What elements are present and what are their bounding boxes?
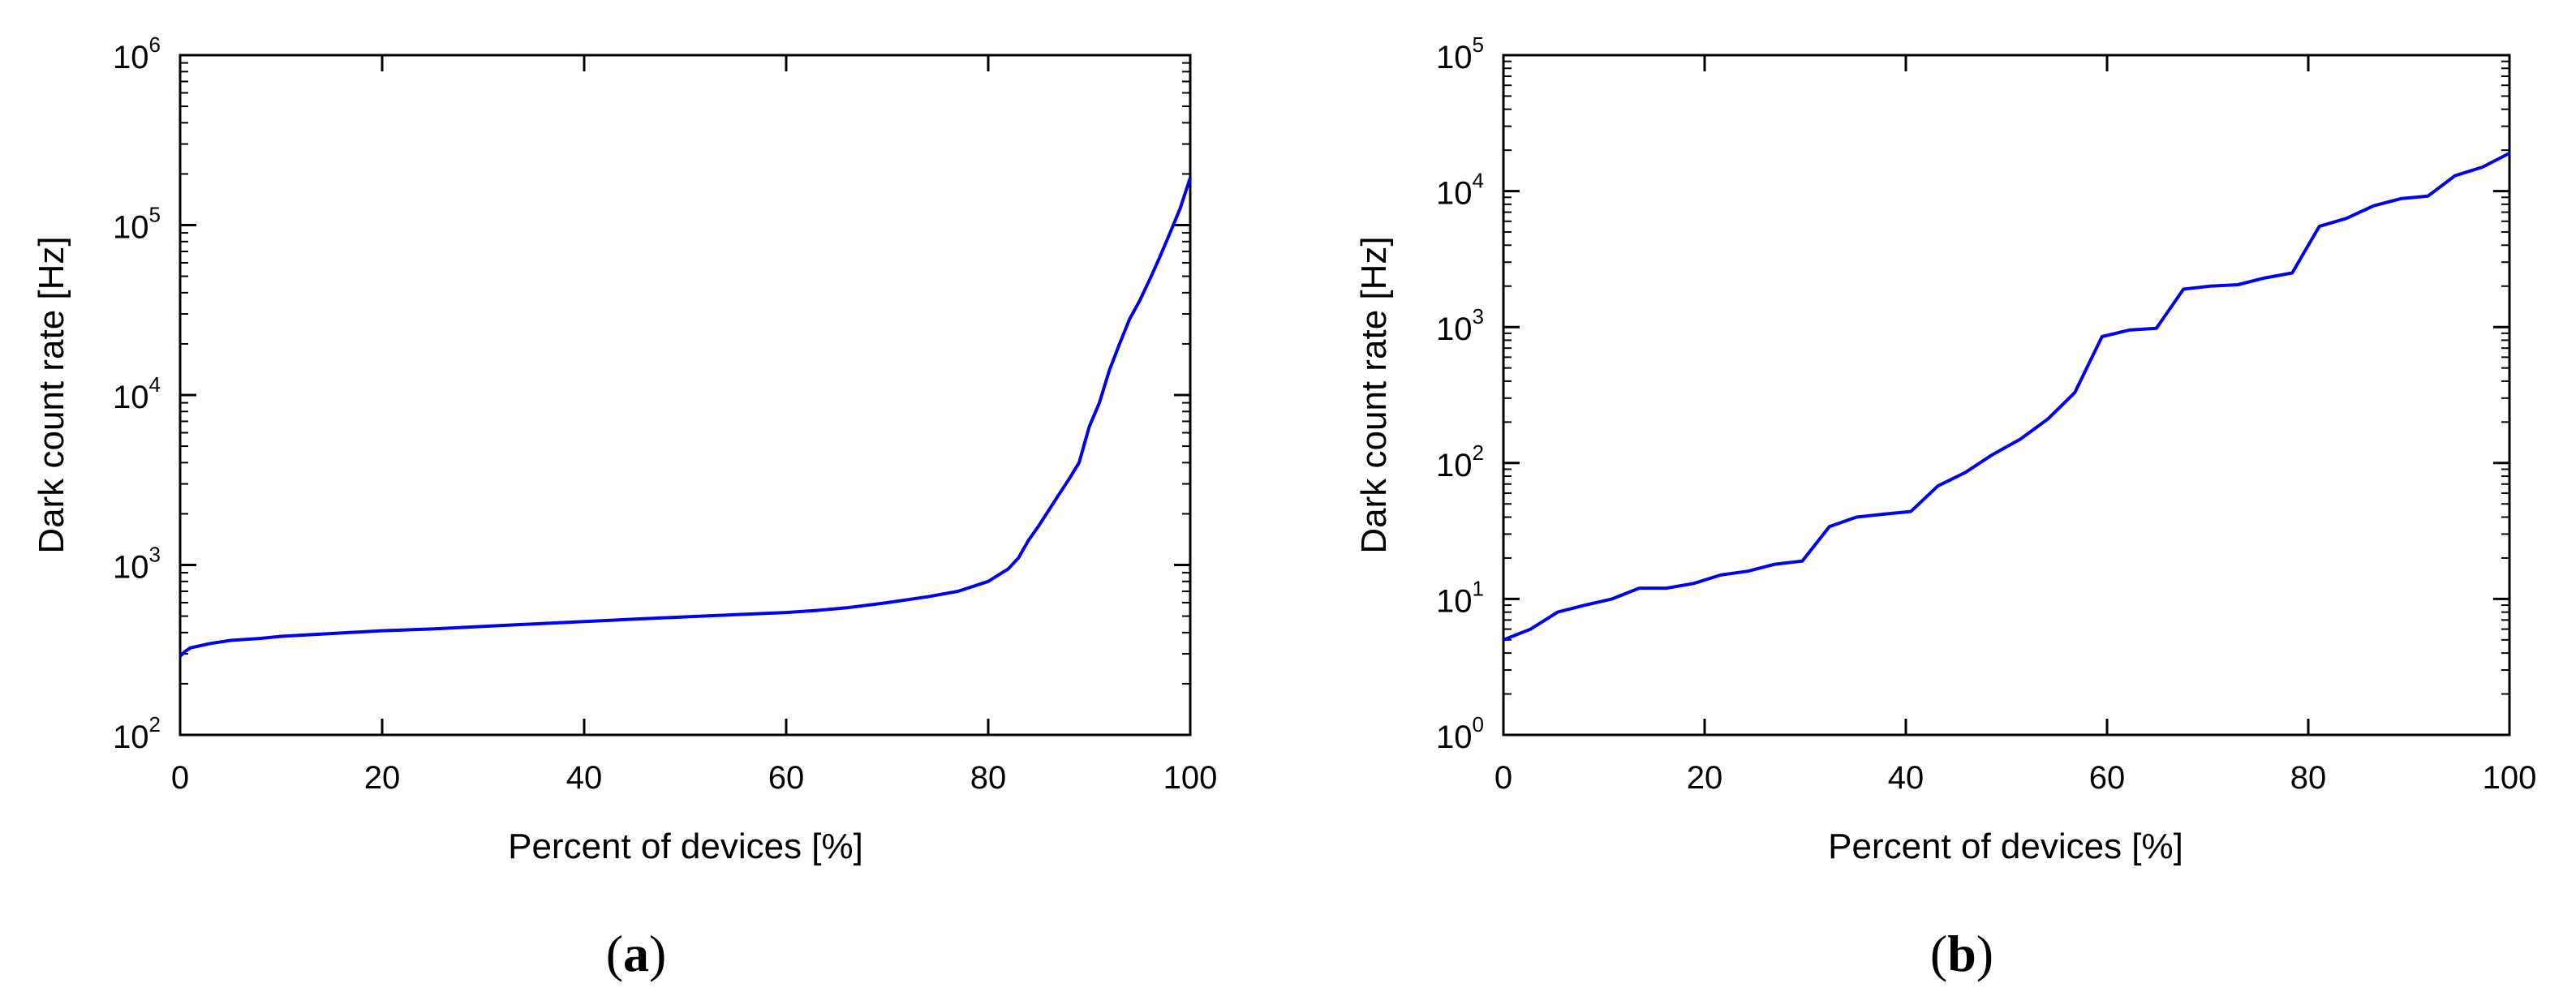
x-axis-title-b: Percent of devices [%] (1828, 827, 2183, 866)
series-line-a (178, 177, 1192, 658)
panel-label-b-letter: b (1947, 925, 1976, 982)
series-line-b (1503, 152, 2510, 642)
x-axis-title-a: Percent of devices [%] (508, 827, 863, 866)
x-tick-label: 60 (2089, 760, 2126, 796)
x-tick-label: 80 (2290, 760, 2327, 796)
x-tick-label: 60 (768, 760, 805, 796)
x-tick-label: 20 (364, 760, 401, 796)
x-tick-label: 20 (1687, 760, 1723, 796)
y-tick-label: 103 (1436, 304, 1484, 347)
y-tick-label: 102 (113, 712, 161, 755)
panel-label-a-letter: a (623, 925, 649, 982)
y-tick-label: 106 (113, 32, 161, 75)
y-tick-label: 104 (1436, 169, 1484, 212)
x-tick-label: 0 (1494, 760, 1512, 796)
y-axis-title-b: Dark count rate [Hz] (1354, 236, 1394, 553)
x-tick-label: 100 (1163, 760, 1218, 796)
x-tick-label: 0 (171, 760, 189, 796)
panel-label-a: (a) (606, 925, 667, 982)
y-tick-label: 100 (1436, 712, 1484, 755)
y-tick-label: 105 (1436, 32, 1484, 75)
plot-frame-b (1502, 54, 2511, 737)
data-line-b (1503, 152, 2510, 642)
y-axis-title-a: Dark count rate [Hz] (32, 236, 71, 553)
y-tick-label: 102 (1436, 440, 1484, 483)
x-tick-label: 40 (566, 760, 603, 796)
panel-label-b: (b) (1930, 925, 1993, 982)
x-tick-label: 40 (1888, 760, 1924, 796)
y-tick-label: 101 (1436, 576, 1484, 619)
chart-panel-b: 0 20 40 60 80 100 100 101 102 103 104 105 Percent o… (1354, 32, 2536, 982)
y-tick-label: 103 (113, 543, 161, 586)
x-tick-label: 100 (2483, 760, 2537, 796)
data-line-a (178, 177, 1192, 658)
y-tick-label: 105 (113, 203, 161, 246)
x-tick-label: 80 (970, 760, 1007, 796)
ticks-a: 0 20 40 60 80 100 102 103 104 105 106 (113, 32, 1217, 796)
y-tick-label: 104 (113, 372, 161, 415)
chart-panel-a: 0 20 40 60 80 100 102 103 104 105 106 Percent of d… (32, 32, 1217, 982)
ticks-b: 0 20 40 60 80 100 100 101 102 103 104 105 (1436, 32, 2536, 796)
